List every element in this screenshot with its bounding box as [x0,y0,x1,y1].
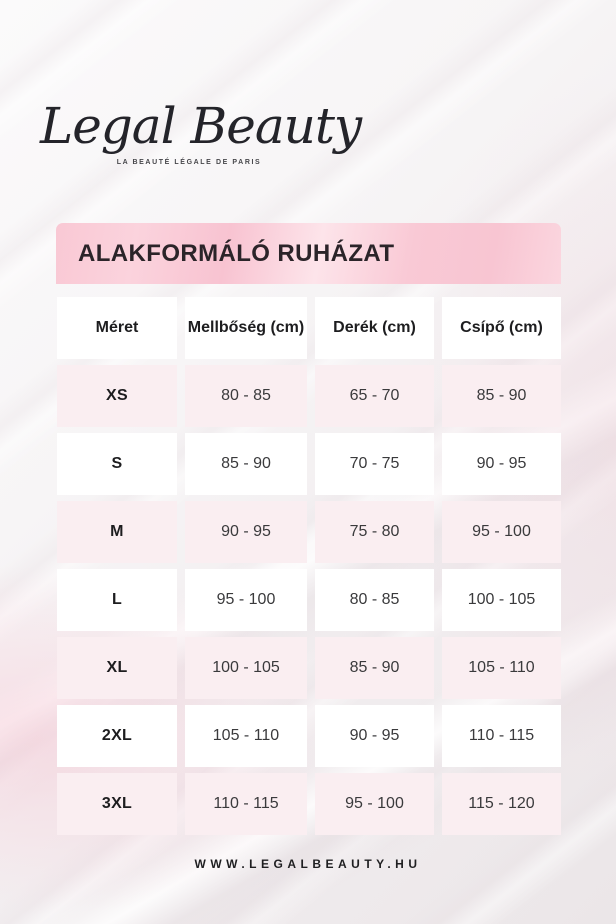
column-header-bust: Mellbőség (cm) [185,297,307,359]
hip-value: 100 - 105 [442,569,561,631]
size-label: S [57,433,177,495]
size-label: 2XL [57,705,177,767]
column-header-hip: Csípő (cm) [442,297,561,359]
size-label: M [57,501,177,563]
hip-value: 90 - 95 [442,433,561,495]
brand-name: Legal Beauty [40,97,362,155]
size-label: XS [57,365,177,427]
bust-value: 95 - 100 [185,569,307,631]
waist-value: 95 - 100 [315,773,434,835]
column-header-waist: Derék (cm) [315,297,434,359]
hip-value: 110 - 115 [442,705,561,767]
bust-value: 90 - 95 [185,501,307,563]
hip-value: 115 - 120 [442,773,561,835]
waist-value: 85 - 90 [315,637,434,699]
table-title-banner: ALAKFORMÁLÓ RUHÁZAT [56,223,561,284]
column-header-size: Méret [57,297,177,359]
waist-value: 65 - 70 [315,365,434,427]
bust-value: 110 - 115 [185,773,307,835]
waist-value: 80 - 85 [315,569,434,631]
waist-value: 75 - 80 [315,501,434,563]
table-title: ALAKFORMÁLÓ RUHÁZAT [78,239,395,267]
bust-value: 105 - 110 [185,705,307,767]
waist-value: 70 - 75 [315,433,434,495]
hip-value: 85 - 90 [442,365,561,427]
bust-value: 80 - 85 [185,365,307,427]
size-label: 3XL [57,773,177,835]
size-label: XL [57,637,177,699]
hip-value: 105 - 110 [442,637,561,699]
brand-tagline: LA BEAUTÉ LÉGALE DE PARIS [116,159,262,166]
waist-value: 90 - 95 [315,705,434,767]
bust-value: 85 - 90 [185,433,307,495]
size-chart-table: Méret Mellbőség (cm) Derék (cm) Csípő (c… [57,297,561,835]
website-url: WWW.LEGALBEAUTY.HU [194,857,422,871]
size-label: L [57,569,177,631]
hip-value: 95 - 100 [442,501,561,563]
bust-value: 100 - 105 [185,637,307,699]
brand-logo: Legal Beauty LA BEAUTÉ LÉGALE DE PARIS [40,96,362,166]
